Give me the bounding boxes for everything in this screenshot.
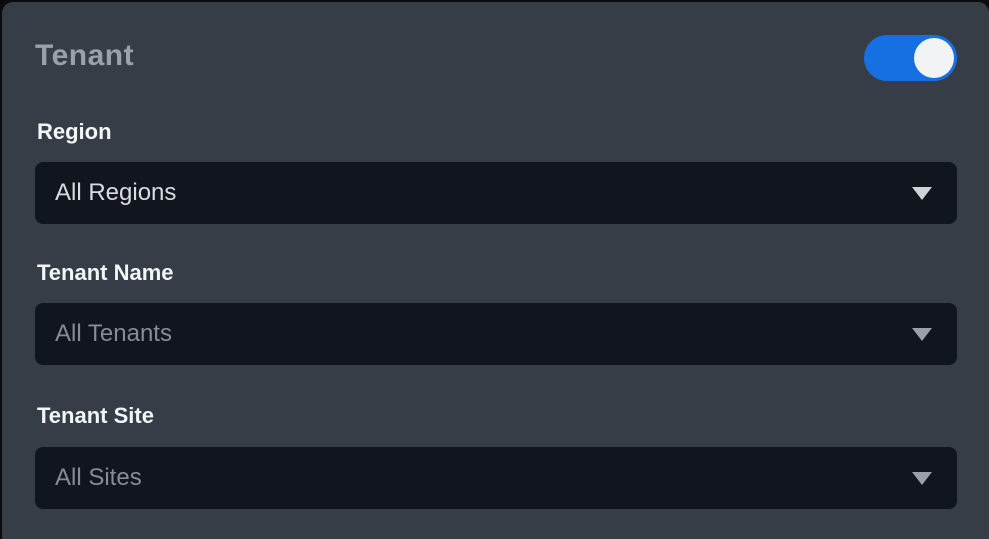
toggle-knob-icon xyxy=(914,38,954,78)
tenant-site-label: Tenant Site xyxy=(37,403,154,428)
tenant-toggle[interactable] xyxy=(864,35,957,81)
tenant-name-label: Tenant Name xyxy=(37,260,174,285)
tenant-name-select-value: All Tenants xyxy=(55,320,172,347)
tenant-site-select[interactable]: All Sites xyxy=(35,447,957,509)
region-label: Region xyxy=(37,119,112,144)
chevron-down-icon xyxy=(912,187,932,200)
tenant-site-select-value: All Sites xyxy=(55,464,142,491)
region-select[interactable]: All Regions xyxy=(35,162,957,224)
region-select-value: All Regions xyxy=(55,179,177,206)
chevron-down-icon xyxy=(912,472,932,485)
panel-title: Tenant xyxy=(35,39,135,72)
chevron-down-icon xyxy=(912,328,932,341)
tenant-name-select[interactable]: All Tenants xyxy=(35,303,957,365)
